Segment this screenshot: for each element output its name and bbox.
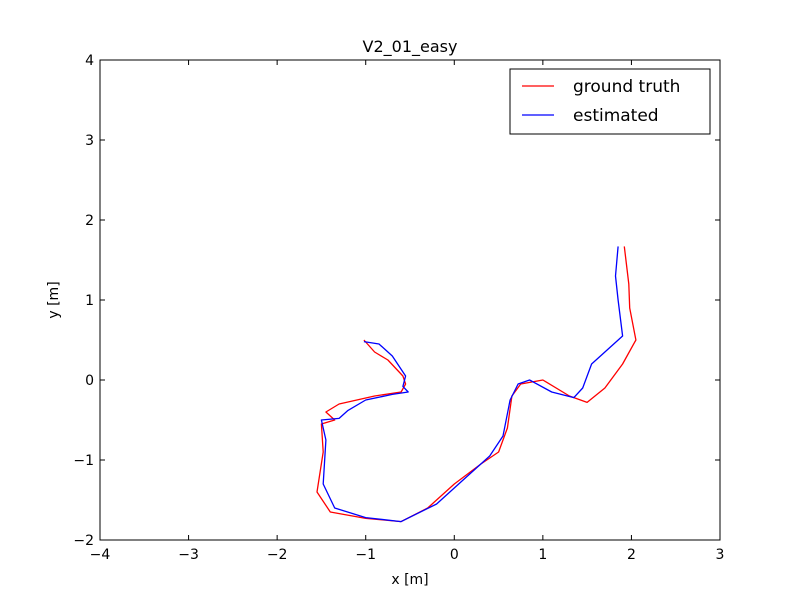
y-tick-label: 2 — [85, 213, 94, 229]
x-tick-label: −2 — [267, 547, 288, 563]
x-tick-label: 2 — [627, 547, 636, 563]
series-layer — [316, 246, 637, 523]
x-tick-label: −3 — [178, 547, 199, 563]
x-tick-label: −4 — [90, 547, 111, 563]
x-axis-label: x [m] — [391, 572, 428, 588]
y-tick-label: −1 — [73, 453, 94, 469]
legend-label-estimated: estimated — [573, 106, 659, 126]
y-tick-label: 1 — [85, 293, 94, 309]
legend: ground truth estimated — [509, 68, 711, 135]
y-tick-label: −2 — [73, 533, 94, 549]
series-line-estimated — [320, 246, 624, 523]
chart-title: V2_01_easy — [363, 37, 458, 57]
x-tick-label: 1 — [538, 547, 547, 563]
y-tick-label: 4 — [85, 53, 94, 69]
x-tick-label: 0 — [450, 547, 459, 563]
y-tick-label: 0 — [85, 373, 94, 389]
x-tick-label: −1 — [355, 547, 376, 563]
y-axis-label: y [m] — [46, 281, 62, 318]
ticks-layer: −4 −3 −2 −1 0 1 2 3 −2 −1 0 1 2 3 4 — [73, 53, 724, 563]
x-tick-label: 3 — [716, 547, 725, 563]
legend-box — [509, 68, 711, 135]
y-tick-label: 3 — [85, 133, 94, 149]
legend-label-ground-truth: ground truth — [573, 77, 680, 97]
